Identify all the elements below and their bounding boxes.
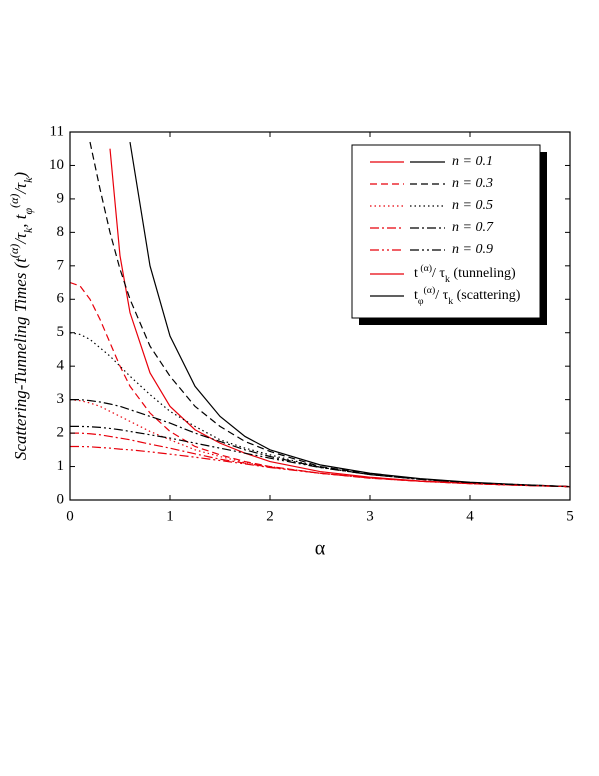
legend-label: n = 0.7 — [452, 220, 494, 235]
label-part: k — [448, 296, 453, 307]
series-line — [70, 425, 570, 488]
plot-frame — [69, 131, 571, 501]
x-tick-label: 4 — [466, 508, 474, 524]
legend: n = 0.1 n = 0.3 n = 0.5 n = 0.7 n = 0.9 t (α)… — [351, 144, 547, 325]
label-part: k — [21, 177, 35, 183]
label-part: φ — [21, 207, 35, 214]
x-tick-label: 5 — [566, 508, 574, 524]
label-part: k — [21, 227, 35, 233]
x-tick-label: 1 — [166, 508, 174, 524]
label-part: ) — [11, 172, 30, 179]
series-line — [70, 332, 570, 488]
x-tick-label: 3 — [366, 508, 374, 524]
label-part: k — [445, 274, 450, 285]
label-part: (scattering) — [453, 288, 521, 303]
label-part: (α) — [418, 263, 432, 274]
legend-label: t (α)/ τk (tunneling) — [414, 263, 516, 285]
y-tick-label: 0 — [57, 491, 65, 507]
label-part: (α) — [7, 194, 21, 208]
y-tick-label: 8 — [57, 224, 65, 240]
series-line — [70, 445, 570, 488]
y-tick-label: 2 — [57, 425, 65, 441]
series-line — [89, 141, 570, 488]
label-part: (tunneling) — [450, 266, 516, 281]
y-tick-label: 6 — [57, 291, 65, 307]
x-axis-label: α — [315, 538, 326, 560]
label-part: / τ — [435, 288, 448, 303]
y-tick-label: 3 — [57, 391, 65, 407]
y-axis-label: Scattering-Tunneling Times (t(α)/τk, tφ(… — [7, 172, 35, 460]
y-tick-label: 11 — [50, 123, 64, 139]
label-part: (α) — [7, 244, 21, 258]
y-tick-label: 7 — [57, 257, 65, 273]
label-part: φ — [418, 296, 424, 307]
series-line — [70, 399, 570, 488]
label-part: , t — [11, 213, 30, 228]
y-tick-label: 10 — [49, 157, 64, 173]
label-part: t — [414, 288, 418, 303]
label-part: t — [414, 266, 418, 281]
x-tick-label: 2 — [266, 508, 274, 524]
label-part: (α) — [424, 285, 436, 296]
y-tick-label: 1 — [57, 458, 65, 474]
label-part: / τ — [432, 266, 445, 281]
legend-box — [351, 144, 541, 319]
plot-lines — [70, 141, 570, 488]
legend-label: n = 0.3 — [452, 176, 493, 191]
y-tick-label: 9 — [57, 190, 65, 206]
x-tick-label: 0 — [66, 508, 74, 524]
label-part: /τ — [11, 232, 30, 245]
label-part: (t — [11, 257, 30, 273]
y-tick-label: 5 — [57, 324, 65, 340]
y-tick-label: 4 — [57, 358, 65, 374]
label-part: Scattering-Tunneling Times — [11, 272, 30, 460]
label-part: /τ — [11, 182, 30, 195]
series-line — [70, 432, 570, 488]
legend-label: n = 0.9 — [452, 242, 493, 257]
legend-label: n = 0.5 — [452, 198, 493, 213]
legend-label: tφ(α)/ τk (scattering) — [414, 285, 521, 307]
legend-label: n = 0.1 — [452, 154, 493, 169]
